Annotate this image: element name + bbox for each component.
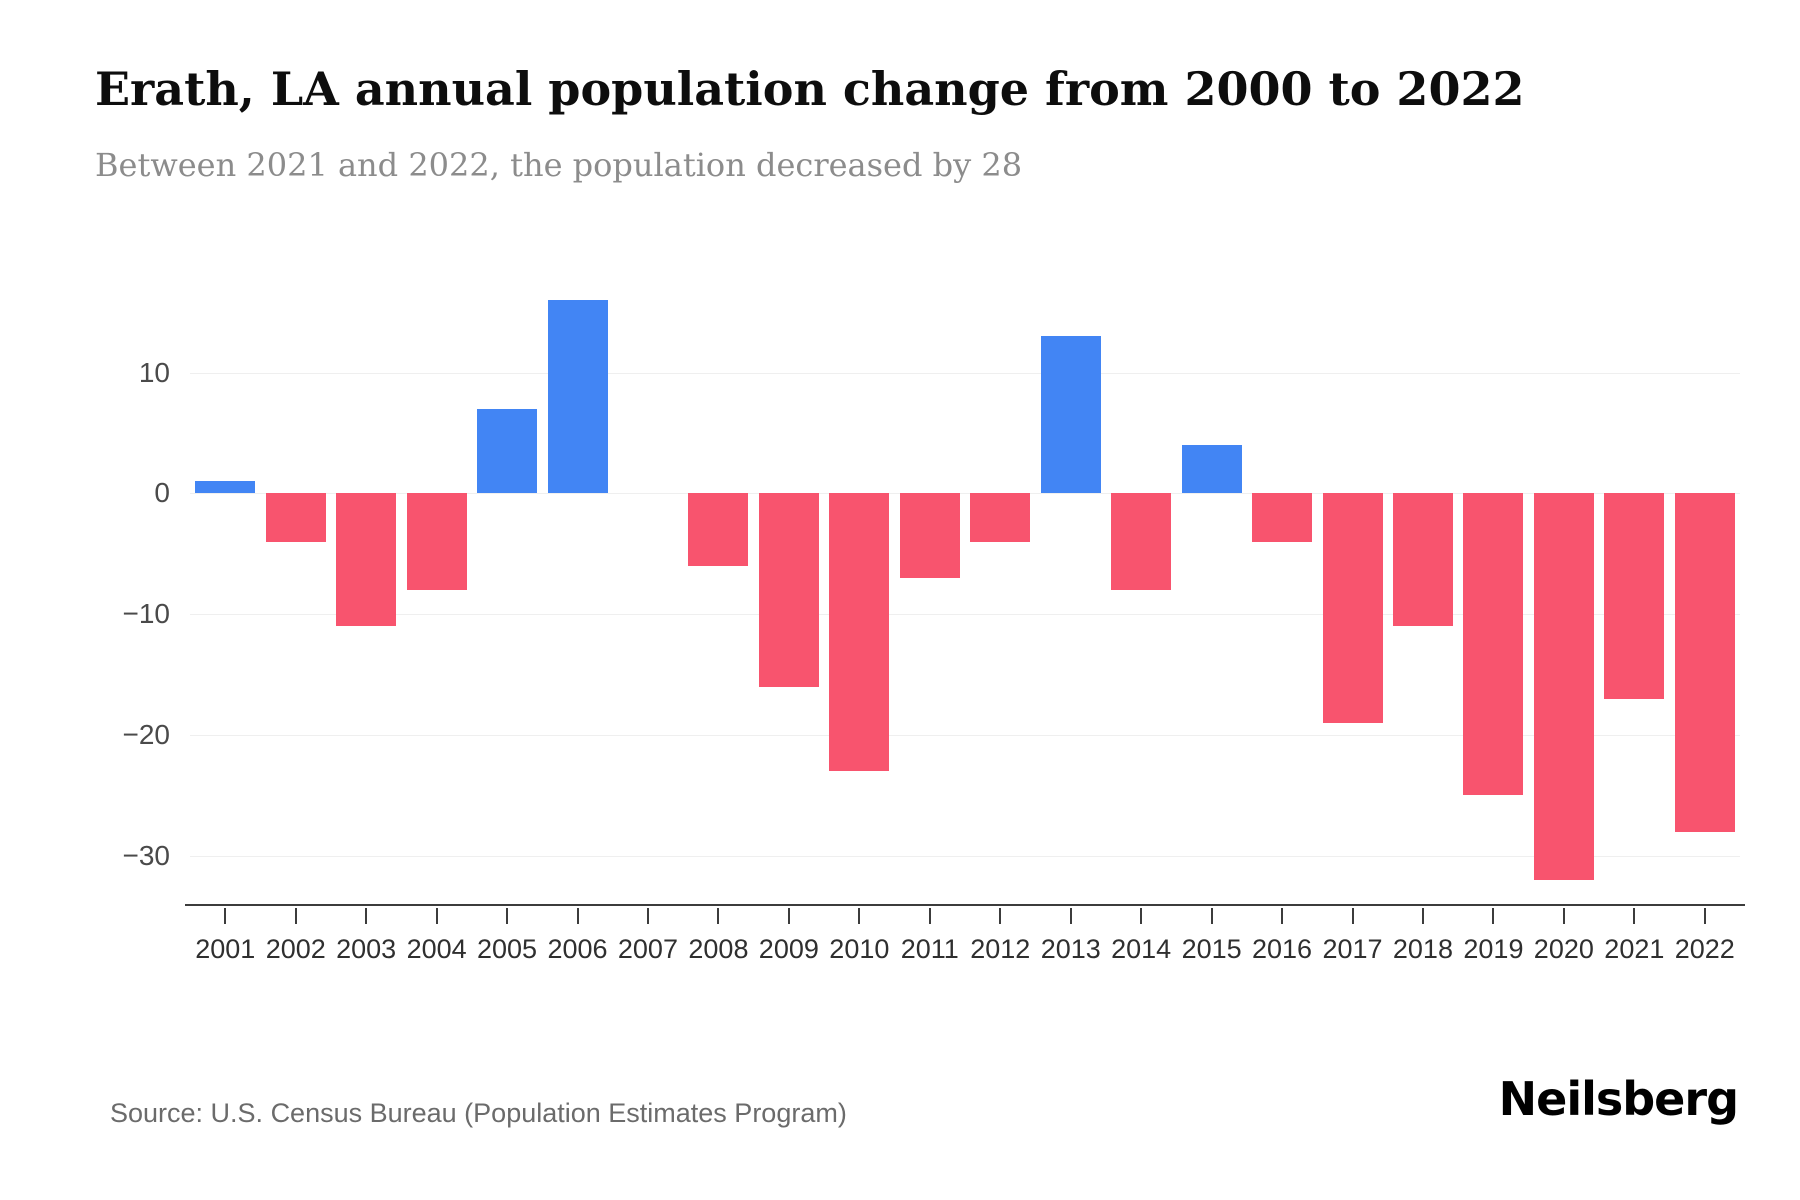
x-axis-label-2002: 2002 [265,934,326,964]
bar-2015[interactable] [1181,445,1242,494]
x-axis-tick-2005 [506,908,508,924]
bar-2001[interactable] [195,481,256,494]
x-axis-label-2009: 2009 [758,934,819,964]
x-axis-tick-2016 [1281,908,1283,924]
x-axis-tick-2019 [1492,908,1495,924]
x-axis-tick-2014 [1140,908,1143,924]
x-axis-tick-2015 [1210,908,1213,924]
plot-area: 10 0 −10 −20 −30 2001 2002 2003 2004 2005 2006 2007… [123,276,1745,964]
bar-2003[interactable] [336,493,397,627]
x-axis-tick-2006 [576,908,579,924]
source-attribution: Source: U.S. Census Bureau (Population E… [110,1098,847,1128]
x-axis-label-2022: 2022 [1674,934,1735,964]
x-axis-label-2020: 2020 [1533,934,1594,964]
bar-2009[interactable] [758,493,819,687]
gridline--30 [190,855,1740,857]
neilsberg-logo: Neilsberg [1498,1072,1739,1126]
x-axis-label-2013: 2013 [1040,934,1101,964]
x-axis-tick-2004 [435,908,438,924]
y-axis-label-0: 0 [154,477,170,509]
x-axis-tick-2018 [1422,908,1424,924]
x-axis-label-2004: 2004 [406,934,467,964]
x-axis-tick-2002 [294,908,297,924]
x-axis-tick-2011 [928,908,931,924]
gridline-10 [190,372,1740,374]
x-axis-label-2014: 2014 [1111,934,1172,964]
bar-2008[interactable] [688,493,749,566]
x-axis-line [185,904,1745,906]
x-axis-tick-2001 [224,908,227,924]
x-axis-label-2001: 2001 [195,934,256,964]
bar-2013[interactable] [1040,336,1101,494]
bar-2018[interactable] [1393,493,1453,627]
bar-2019[interactable] [1463,493,1524,796]
bar-2017[interactable] [1322,493,1383,723]
x-axis-label-2018: 2018 [1392,934,1453,964]
x-axis-label-2017: 2017 [1322,934,1383,964]
y-axis-label--10: −10 [122,598,171,630]
x-axis-label-2021: 2021 [1604,934,1665,964]
x-axis-label-2015: 2015 [1181,934,1242,964]
x-axis-tick-2009 [787,908,790,924]
y-axis-label--30: −30 [122,839,171,871]
bar-2022[interactable] [1674,493,1735,832]
bar-2010[interactable] [829,493,890,772]
chart-title: Erath, LA annual population change from … [95,62,1525,116]
x-axis-tick-2003 [365,908,368,924]
x-axis-tick-2021 [1633,908,1636,924]
x-axis-tick-2022 [1703,908,1706,924]
bar-2021[interactable] [1604,493,1665,699]
x-axis-label-2011: 2011 [900,934,959,964]
x-axis-tick-2013 [1069,908,1072,924]
chart-subtitle: Between 2021 and 2022, the population de… [95,146,1023,184]
bar-2011[interactable] [899,493,960,578]
x-axis-tick-2020 [1562,908,1565,924]
bar-2002[interactable] [265,493,326,542]
x-axis-tick-2012 [999,908,1002,924]
x-axis-label-2007: 2007 [617,934,678,964]
x-axis-tick-2007 [647,908,649,924]
x-axis-label-2008: 2008 [688,934,749,964]
x-axis-label-2016: 2016 [1252,934,1313,964]
bar-2005[interactable] [477,408,537,494]
x-axis-label-2010: 2010 [829,934,890,964]
bar-2012[interactable] [970,493,1031,542]
y-axis-label--20: −20 [122,718,171,750]
bar-2014[interactable] [1111,493,1172,590]
x-axis-tick-2008 [717,908,720,924]
y-axis-label-10: 10 [138,356,170,388]
x-axis-label-2003: 2003 [336,934,397,964]
x-axis-label-2012: 2012 [970,934,1031,964]
bar-2016[interactable] [1252,493,1312,542]
gridline--20 [190,734,1740,736]
x-axis-label-2005: 2005 [477,934,538,964]
bar-2020[interactable] [1533,493,1594,880]
gridline-0 [190,493,1740,495]
x-axis-label-2006: 2006 [547,934,608,964]
x-axis-tick-2010 [858,908,861,924]
x-axis-tick-2017 [1351,908,1354,924]
gridline--10 [190,614,1740,616]
bar-2004[interactable] [406,493,467,590]
bar-2006[interactable] [547,300,608,494]
x-axis-label-2019: 2019 [1463,934,1524,964]
